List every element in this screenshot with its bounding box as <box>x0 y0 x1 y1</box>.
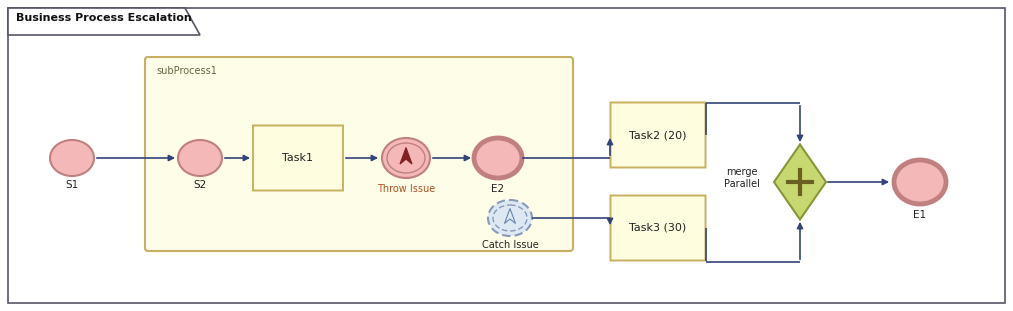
Text: subProcess1: subProcess1 <box>156 66 217 76</box>
Ellipse shape <box>50 140 94 176</box>
Text: Task3 (30): Task3 (30) <box>629 223 687 233</box>
Ellipse shape <box>474 138 522 178</box>
Text: Catch Issue: Catch Issue <box>481 240 538 250</box>
Ellipse shape <box>382 138 430 178</box>
FancyBboxPatch shape <box>253 126 343 191</box>
Ellipse shape <box>488 200 532 236</box>
Text: E1: E1 <box>914 210 927 220</box>
FancyBboxPatch shape <box>611 103 705 168</box>
FancyBboxPatch shape <box>8 8 1005 303</box>
FancyBboxPatch shape <box>145 57 573 251</box>
Text: S1: S1 <box>66 180 79 190</box>
Ellipse shape <box>894 160 946 204</box>
FancyBboxPatch shape <box>611 196 705 261</box>
Text: Task1: Task1 <box>283 153 313 163</box>
Polygon shape <box>400 147 412 164</box>
Text: S2: S2 <box>193 180 207 190</box>
Text: Business Process Escalation: Business Process Escalation <box>16 13 191 23</box>
Text: Task2 (20): Task2 (20) <box>629 130 687 140</box>
Text: E2: E2 <box>491 184 504 194</box>
Text: Throw Issue: Throw Issue <box>377 184 436 194</box>
Ellipse shape <box>178 140 222 176</box>
Polygon shape <box>774 145 826 220</box>
Text: merge
Parallel: merge Parallel <box>724 167 760 189</box>
Polygon shape <box>8 8 200 35</box>
